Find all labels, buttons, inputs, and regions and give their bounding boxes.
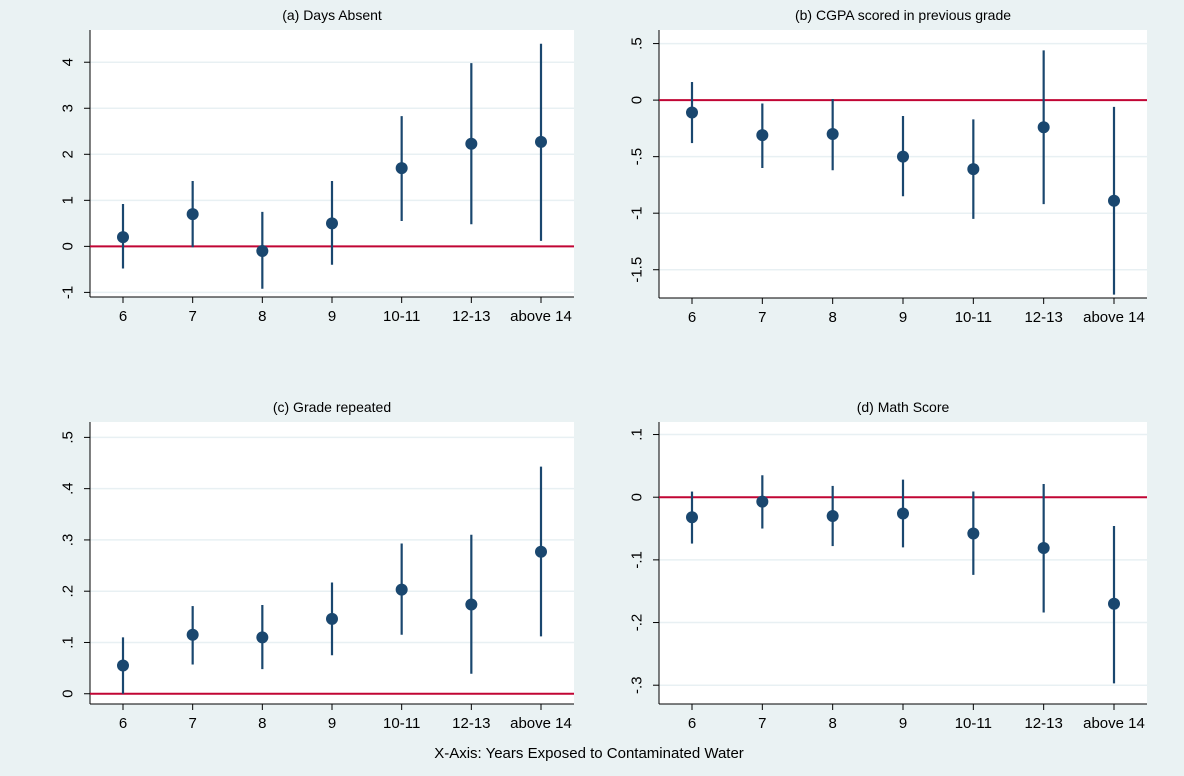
data-point (826, 510, 839, 522)
y-tick-label: .5 (60, 431, 77, 444)
x-tick-label: above 14 (1083, 309, 1145, 326)
data-point (756, 129, 769, 142)
x-tick-label: 7 (188, 715, 196, 732)
panel-title: (c) Grade repeated (273, 399, 391, 415)
y-tick-label: -1 (60, 286, 77, 299)
y-tick-label: .1 (629, 428, 646, 441)
x-tick-label: 12-13 (452, 715, 490, 732)
plot-area (90, 422, 574, 704)
data-point (967, 527, 980, 540)
y-tick-label: .4 (60, 482, 77, 495)
data-point (826, 128, 839, 141)
x-tick-label: 7 (758, 715, 766, 732)
data-point (897, 507, 909, 520)
y-tick-label: .2 (60, 585, 77, 598)
data-point (1108, 597, 1120, 610)
panel-a: -1 0 1 2 3 4 6 7 8 9 10-11 12-13 above 14 (a) Days Ab… (60, 7, 574, 325)
x-tick-label: 6 (119, 715, 127, 732)
x-tick-label: 7 (188, 308, 196, 325)
data-point (1108, 194, 1120, 207)
data-point (465, 137, 478, 150)
x-tick-label: 12-13 (1024, 715, 1062, 732)
y-tick-label: 3 (60, 104, 77, 112)
data-point (256, 244, 269, 257)
panel-title: (b) CGPA scored in previous grade (795, 7, 1011, 23)
y-tick-label: -.1 (629, 551, 646, 569)
x-tick-label: 12-13 (1024, 309, 1062, 326)
data-point (326, 217, 338, 230)
y-tick-label: 0 (60, 690, 77, 698)
data-point (256, 631, 269, 644)
data-point (535, 545, 547, 558)
data-point (967, 163, 980, 176)
data-point (326, 612, 338, 625)
data-point (186, 628, 199, 641)
x-tick-label: 10-11 (955, 715, 992, 732)
y-tick-label: -1.5 (629, 257, 646, 283)
y-tick-label: -1 (629, 207, 646, 220)
x-axis-title: X-Axis: Years Exposed to Contaminated Wa… (434, 745, 744, 762)
data-point (1037, 541, 1050, 554)
data-point (1037, 121, 1050, 134)
y-tick-label: .5 (629, 37, 646, 50)
x-tick-label: 10-11 (955, 309, 992, 326)
y-tick-label: 0 (629, 96, 646, 104)
y-tick-label: .3 (60, 534, 77, 547)
panel-c: 0 .1 .2 .3 .4 .5 6 7 8 9 10-11 12-13 above 14 (c) Gra… (60, 399, 574, 732)
x-tick-label: 10-11 (383, 715, 420, 732)
data-point (897, 150, 909, 163)
y-tick-label: .1 (60, 636, 77, 649)
data-point (465, 598, 478, 611)
x-tick-label: 8 (828, 309, 836, 326)
x-tick-label: above 14 (1083, 715, 1145, 732)
x-tick-label: 6 (119, 308, 127, 325)
data-point (686, 511, 698, 524)
x-tick-label: 8 (258, 308, 266, 325)
x-tick-label: 8 (828, 715, 836, 732)
data-point (186, 208, 199, 221)
data-point (395, 162, 408, 175)
x-tick-label: 6 (688, 715, 696, 732)
x-tick-label: 9 (328, 308, 336, 325)
y-tick-label: -.2 (629, 614, 646, 632)
panel-title: (a) Days Absent (282, 7, 382, 23)
y-tick-label: -.5 (629, 148, 646, 166)
data-point (117, 659, 129, 672)
y-tick-label: 4 (60, 58, 77, 66)
panel-title: (d) Math Score (857, 399, 950, 415)
data-point (686, 106, 698, 119)
y-tick-label: 1 (60, 196, 77, 204)
x-tick-label: 10-11 (383, 308, 420, 325)
plot-area (659, 422, 1147, 704)
panel-d: -.3 -.2 -.1 0 .1 6 7 8 9 10-11 12-13 above 14 (d) Ma… (629, 399, 1147, 732)
y-tick-label: 0 (60, 242, 77, 250)
x-tick-label: 9 (899, 309, 907, 326)
x-tick-label: above 14 (510, 715, 572, 732)
x-tick-label: 9 (328, 715, 336, 732)
x-tick-label: 7 (758, 309, 766, 326)
y-tick-label: 2 (60, 150, 77, 158)
y-tick-label: 0 (629, 493, 646, 501)
x-tick-label: 6 (688, 309, 696, 326)
x-tick-label: 8 (258, 715, 266, 732)
x-tick-label: above 14 (510, 308, 572, 325)
panel-b: -1.5 -1 -.5 0 .5 6 7 8 9 10-11 12-13 above 14 (b) CG… (629, 7, 1147, 326)
data-point (395, 583, 408, 596)
y-tick-label: -.3 (629, 676, 646, 694)
data-point (756, 495, 769, 508)
data-point (535, 135, 547, 148)
x-tick-label: 9 (899, 715, 907, 732)
data-point (117, 231, 129, 244)
x-tick-label: 12-13 (452, 308, 490, 325)
